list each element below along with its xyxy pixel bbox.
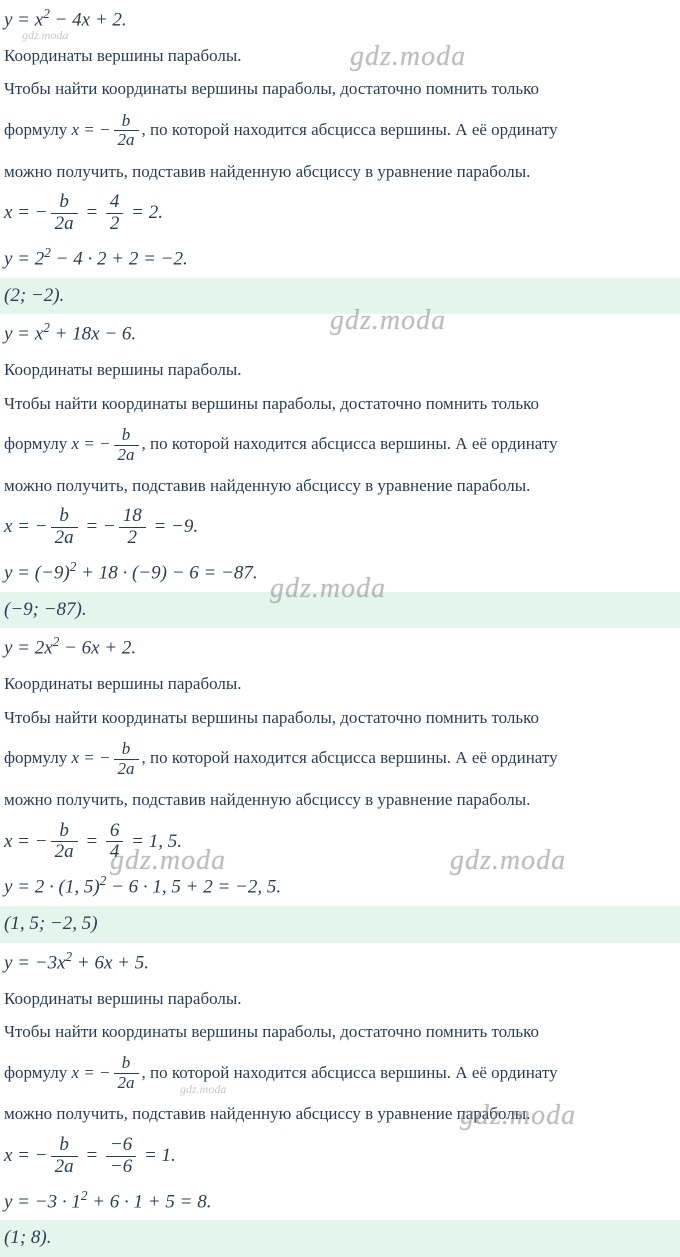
desc-line-1: Чтобы найти координаты вершины параболы,… xyxy=(0,701,680,735)
desc-line-1: Чтобы найти координаты вершины параболы,… xyxy=(0,387,680,421)
desc-line-2: формулу x = −b2a, по которой находится а… xyxy=(0,106,680,155)
x-result: = 2. xyxy=(126,202,163,223)
x-result: = 1. xyxy=(139,1145,176,1166)
desc-line-3: можно получить, подставив найденную абсц… xyxy=(0,1097,680,1131)
equation-line: y = 2x2 − 6x + 2. xyxy=(0,628,680,667)
answer-line: (2; −2). xyxy=(0,278,680,315)
answer-line: (1; 8). xyxy=(0,1220,680,1257)
eq-sup: 2 xyxy=(43,6,50,21)
y-calc: y = 22 − 4 · 2 + 2 = −2. xyxy=(0,239,680,278)
y-post: + 18 · (−9) − 6 = −87. xyxy=(76,562,257,583)
y-pre: y = 2 · (1, 5) xyxy=(4,877,100,898)
y-sup: 2 xyxy=(44,245,51,260)
vertex-heading: Координаты вершины параболы. xyxy=(0,39,680,73)
desc-line-2: формулу x = −b2a, по которой находится а… xyxy=(0,420,680,469)
eq-post: − 4x + 2. xyxy=(50,9,127,30)
equation-line: y = x2 − 4x + 2. xyxy=(0,0,680,39)
desc-line-3: можно получить, подставив найденную абсц… xyxy=(0,155,680,189)
vertex-heading: Координаты вершины параболы. xyxy=(0,667,680,701)
x-calc: x = −b2a = −182 = −9. xyxy=(0,502,680,553)
y-pre: y = (−9) xyxy=(4,562,70,583)
desc-line-3: можно получить, подставив найденную абсц… xyxy=(0,469,680,503)
vertex-formula: x = −b2a xyxy=(72,120,142,139)
x-calc: x = −b2a = 64 = 1, 5. xyxy=(0,817,680,868)
vertex-formula: x = −b2a xyxy=(72,434,142,453)
vertex-heading: Координаты вершины параболы. xyxy=(0,982,680,1016)
equation-line: y = x2 + 18x − 6. xyxy=(0,314,680,353)
desc2-post: , по которой находится абсцисса вершины.… xyxy=(142,120,558,139)
desc-line-1: Чтобы найти координаты вершины параболы,… xyxy=(0,72,680,106)
desc-line-2: формулу x = −b2a, по которой находится а… xyxy=(0,734,680,783)
y-post: − 6 · 1, 5 + 2 = −2, 5. xyxy=(106,877,281,898)
eq-sup: 2 xyxy=(43,320,50,335)
desc2-pre: формулу xyxy=(4,120,72,139)
vertex-formula: x = −b2a xyxy=(72,1063,142,1082)
eq-pre: y = 2x xyxy=(4,638,53,659)
desc-line-3: можно получить, подставив найденную абсц… xyxy=(0,783,680,817)
equation-line: y = −3x2 + 6x + 5. xyxy=(0,943,680,982)
vertex-heading: Координаты вершины параболы. xyxy=(0,353,680,387)
y-pre: y = −3 · 1 xyxy=(4,1191,81,1212)
desc2-post: , по которой находится абсцисса вершины.… xyxy=(142,1063,558,1082)
desc2-post: , по которой находится абсцисса вершины.… xyxy=(142,434,558,453)
answer-line: (−9; −87). xyxy=(0,592,680,629)
x-calc: x = −b2a = −6−6 = 1. xyxy=(0,1131,680,1182)
y-post: + 6 · 1 + 5 = 8. xyxy=(87,1191,211,1212)
desc2-pre: формулу xyxy=(4,434,72,453)
desc2-pre: формулу xyxy=(4,1063,72,1082)
desc2-post: , по которой находится абсцисса вершины.… xyxy=(142,748,558,767)
x-calc: x = −b2a = 42 = 2. xyxy=(0,188,680,239)
eq-post: + 6x + 5. xyxy=(72,952,149,973)
desc2-pre: формулу xyxy=(4,748,72,767)
x-result: = 1, 5. xyxy=(126,830,182,851)
y-calc: y = (−9)2 + 18 · (−9) − 6 = −87. xyxy=(0,553,680,592)
eq-pre: y = x xyxy=(4,324,43,345)
y-post: − 4 · 2 + 2 = −2. xyxy=(51,248,188,269)
eq-pre: y = x xyxy=(4,9,43,30)
y-calc: y = −3 · 12 + 6 · 1 + 5 = 8. xyxy=(0,1182,680,1221)
eq-post: − 6x + 2. xyxy=(59,638,136,659)
y-calc: y = 2 · (1, 5)2 − 6 · 1, 5 + 2 = −2, 5. xyxy=(0,867,680,906)
y-pre: y = 2 xyxy=(4,248,44,269)
desc-line-1: Чтобы найти координаты вершины параболы,… xyxy=(0,1015,680,1049)
x-result: = −9. xyxy=(149,516,198,537)
desc-line-2: формулу x = −b2a, по которой находится а… xyxy=(0,1049,680,1098)
eq-pre: y = −3x xyxy=(4,952,66,973)
vertex-formula: x = −b2a xyxy=(72,748,142,767)
eq-post: + 18x − 6. xyxy=(50,324,136,345)
answer-line: (1, 5; −2, 5) xyxy=(0,906,680,943)
